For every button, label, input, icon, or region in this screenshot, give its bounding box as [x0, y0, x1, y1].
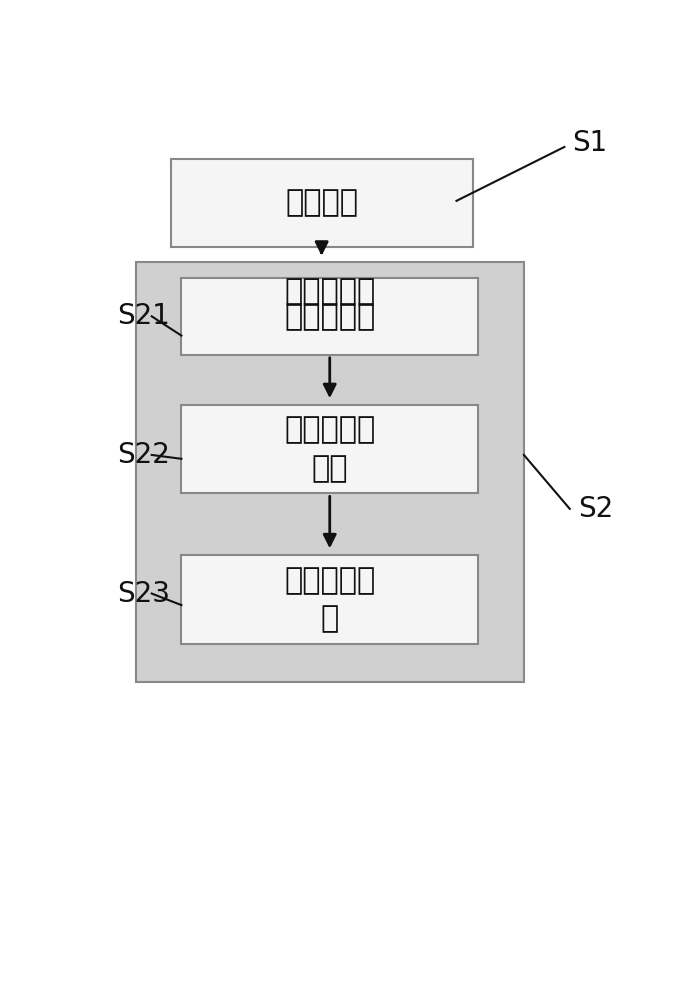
- Text: 磁场处理步
骤: 磁场处理步 骤: [284, 566, 375, 633]
- Text: 热处理步骤: 热处理步骤: [284, 277, 375, 306]
- Bar: [171, 159, 473, 247]
- Text: S22: S22: [117, 441, 170, 469]
- Text: S2: S2: [578, 495, 613, 523]
- Bar: [182, 278, 478, 355]
- Bar: [182, 405, 478, 493]
- Bar: [182, 555, 478, 644]
- Text: 卷绕步骤: 卷绕步骤: [285, 188, 358, 217]
- Bar: [136, 262, 524, 682]
- Text: S23: S23: [117, 580, 170, 608]
- Text: S21: S21: [117, 302, 170, 330]
- Text: 抽真空步骤: 抽真空步骤: [284, 302, 375, 331]
- Text: 保护气充入
步骤: 保护气充入 步骤: [284, 416, 375, 483]
- Text: S1: S1: [572, 129, 608, 157]
